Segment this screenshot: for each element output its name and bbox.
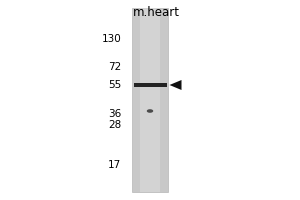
Text: 72: 72 — [108, 62, 122, 72]
Bar — [140, 8, 160, 192]
Bar — [132, 8, 168, 192]
Text: 55: 55 — [108, 80, 122, 90]
Text: 130: 130 — [102, 34, 122, 44]
Bar — [134, 83, 166, 87]
Ellipse shape — [147, 109, 153, 113]
Text: m.heart: m.heart — [133, 5, 179, 19]
Text: 36: 36 — [108, 109, 122, 119]
Polygon shape — [169, 80, 181, 90]
Text: 17: 17 — [108, 160, 122, 170]
Text: 28: 28 — [108, 120, 122, 130]
